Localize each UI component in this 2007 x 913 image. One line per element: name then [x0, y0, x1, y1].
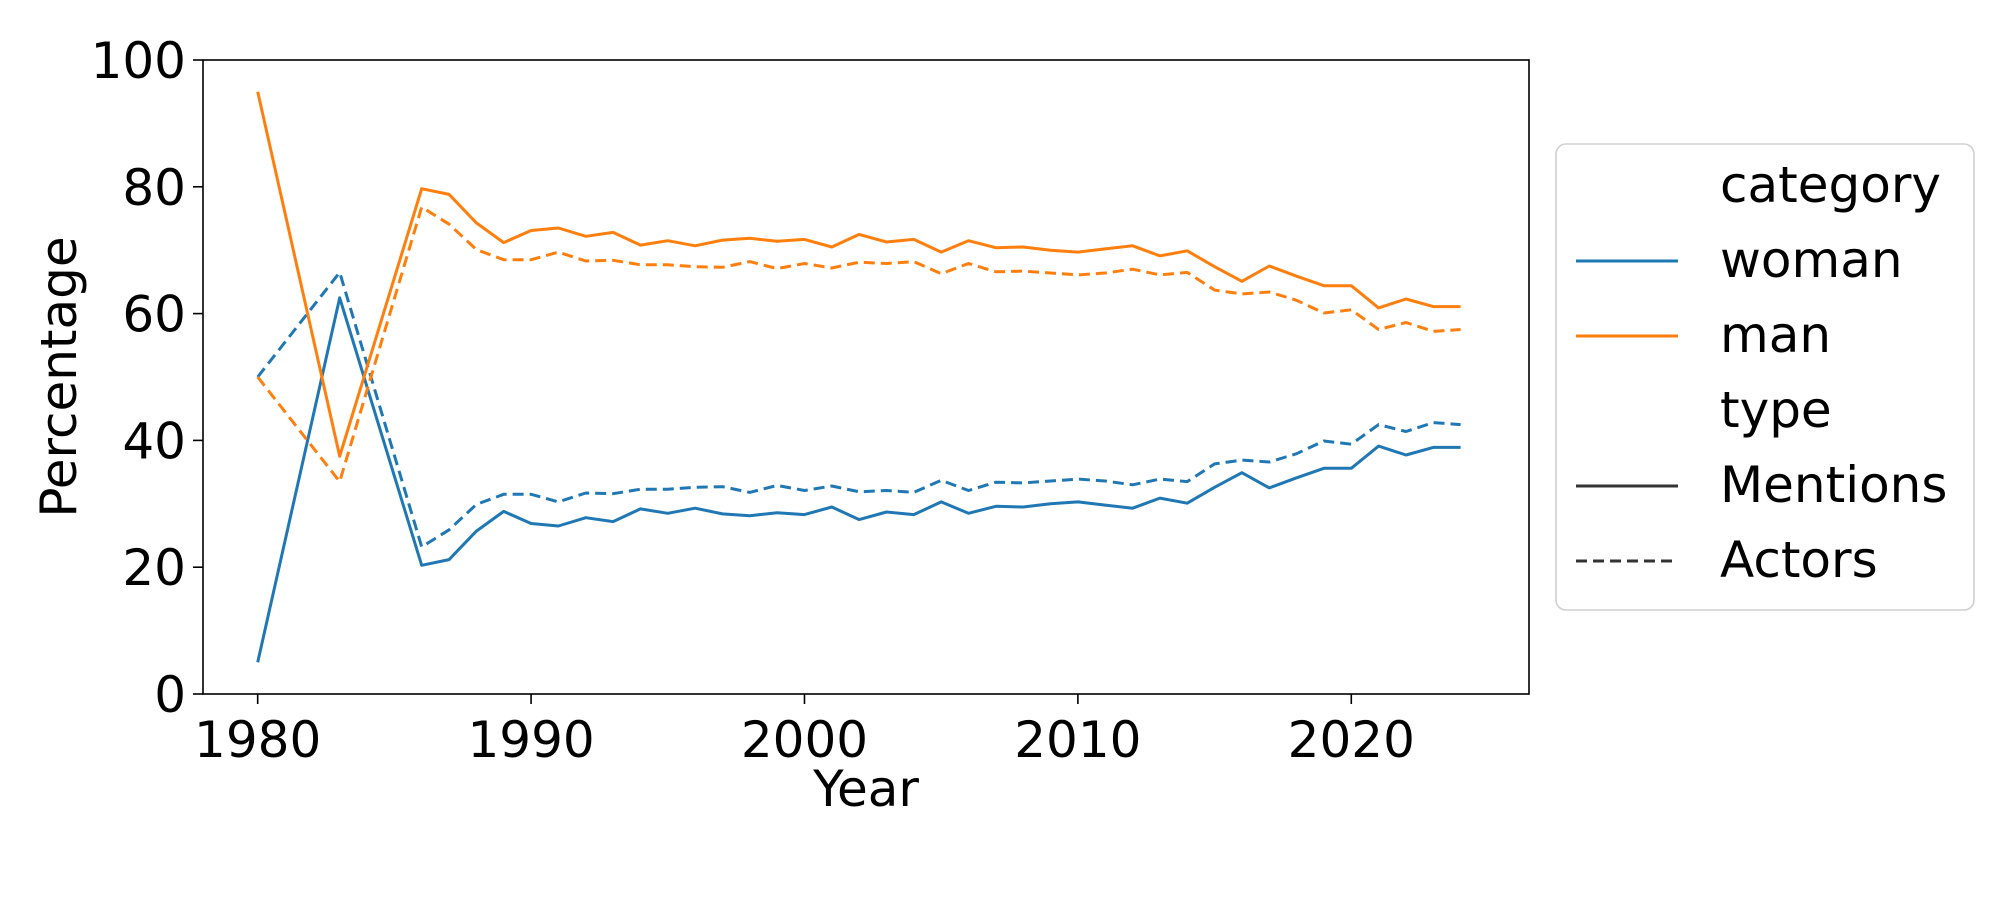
legend-title-category: category — [1720, 156, 1941, 214]
legend-title-type: type — [1720, 381, 1832, 439]
y-axis-label: Percentage — [30, 236, 88, 517]
x-tick-label-1990: 1990 — [467, 711, 594, 769]
series-line-man-actors — [256, 205, 1461, 484]
series-line-woman-mentions — [256, 296, 1461, 663]
y-tick-label-20: 20 — [122, 539, 186, 597]
legend-label-man: man — [1720, 306, 1831, 364]
y-tick-label-100: 100 — [91, 32, 186, 90]
series-line-man-mentions — [256, 91, 1461, 458]
x-tick-label-2000: 2000 — [741, 711, 868, 769]
x-tick-label-1980: 1980 — [194, 711, 321, 769]
legend-label-actors: Actors — [1720, 531, 1878, 589]
y-tick-label-40: 40 — [122, 412, 186, 470]
legend-label-woman: woman — [1720, 231, 1903, 289]
legend-label-mentions: Mentions — [1720, 456, 1947, 514]
x-tick-label-2010: 2010 — [1014, 711, 1141, 769]
y-tick-label-60: 60 — [122, 286, 186, 344]
legend: category woman man type Mentions Actors — [1555, 143, 1975, 611]
series-layer — [256, 91, 1461, 663]
x-axis-label: Year — [812, 760, 919, 818]
series-line-woman-actors — [256, 270, 1461, 549]
axes-layer: 1980 1990 2000 2010 2020 0 20 40 60 80 100 — [91, 32, 1415, 769]
y-tick-label-0: 0 — [154, 666, 186, 724]
x-tick-label-2020: 2020 — [1288, 711, 1415, 769]
plot-frame — [202, 59, 1530, 695]
y-tick-label-80: 80 — [122, 159, 186, 217]
